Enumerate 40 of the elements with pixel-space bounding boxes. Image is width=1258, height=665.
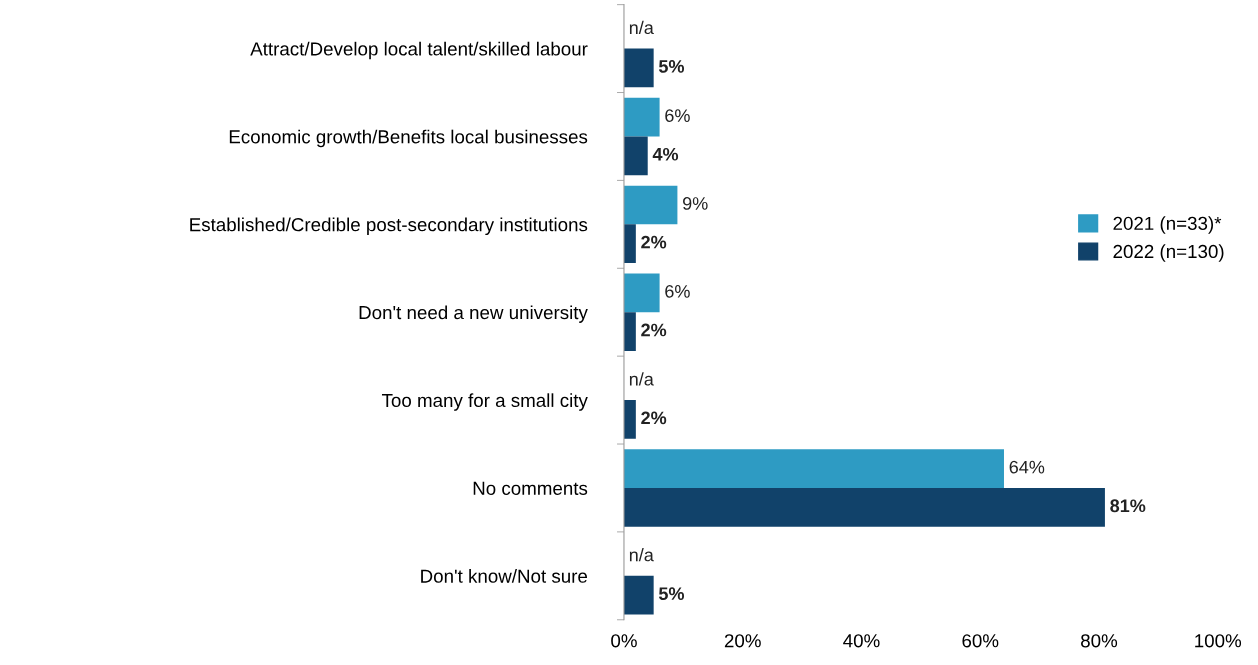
y-tick-label: Established/Credible post-secondary institutions bbox=[190, 217, 588, 236]
bar bbox=[623, 224, 636, 264]
y-tick-label: Economic growth/Benefits local businesses bbox=[229, 129, 588, 148]
data-label: 81% bbox=[1110, 499, 1146, 513]
x-tick-label: 40% bbox=[843, 634, 880, 648]
y-tick-label: Attract/Develop local talent/skilled labour bbox=[250, 41, 588, 60]
data-label: 6% bbox=[665, 109, 690, 122]
text: n/a bbox=[629, 372, 654, 386]
data-label: 2% bbox=[641, 235, 667, 249]
x-tick-label: 20% bbox=[724, 634, 761, 648]
text: n/a bbox=[629, 548, 654, 562]
data-label: 6% bbox=[665, 284, 690, 298]
bar bbox=[623, 185, 678, 225]
bar bbox=[623, 48, 654, 88]
x-tick-label: 80% bbox=[1081, 634, 1118, 648]
bar bbox=[623, 273, 660, 313]
legend-label: 2021 (n=33)* bbox=[1113, 216, 1222, 234]
bar bbox=[623, 312, 636, 351]
text: n/a bbox=[629, 20, 654, 35]
data-label: 5% bbox=[658, 587, 685, 601]
x-tick-label: 60% bbox=[962, 634, 999, 648]
bar bbox=[623, 97, 660, 137]
data-label: 5% bbox=[658, 60, 685, 73]
y-tick-label: Don't need a new university bbox=[359, 305, 588, 323]
bar bbox=[623, 575, 654, 615]
y-tick-label: No comments bbox=[473, 481, 588, 495]
data-label: 64% bbox=[1009, 460, 1045, 474]
bar bbox=[623, 449, 1004, 488]
x-tick-label: 100% bbox=[1195, 634, 1242, 648]
y-tick-label: Too many for a small city bbox=[381, 393, 588, 411]
data-label: 2% bbox=[641, 411, 667, 425]
y-tick-label: Don't know/Not sure bbox=[421, 569, 588, 583]
bar bbox=[623, 136, 648, 176]
data-label: 4% bbox=[652, 147, 679, 161]
x-tick-label: 0% bbox=[611, 634, 637, 648]
legend-label: 2022 (n=130) bbox=[1113, 244, 1224, 262]
data-label: 9% bbox=[683, 197, 708, 210]
bar bbox=[623, 487, 1105, 527]
bar bbox=[623, 400, 636, 439]
data-label: 2% bbox=[641, 323, 667, 337]
